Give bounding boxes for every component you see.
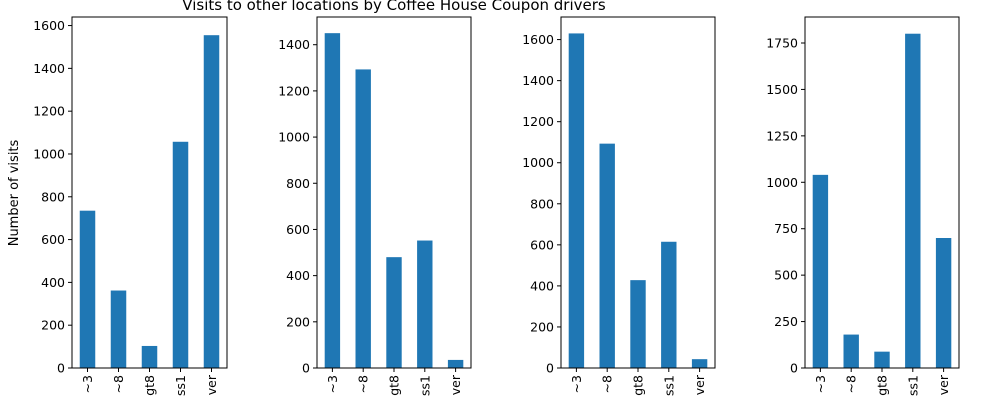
bar-2-2 bbox=[355, 69, 371, 369]
bar-4-5 bbox=[935, 238, 952, 368]
bar-3-5 bbox=[691, 359, 708, 368]
subplot-4: 0 250 500 750 1000 1250 1500 1750 ~3 ~8 gt8 ss1 ver bbox=[766, 16, 960, 396]
x-tick-label-3-1: ~3 bbox=[569, 375, 584, 393]
subplot-3: 0 200 400 600 800 1000 1200 1400 1600 ~3 ~8 gt8 ss1 v… bbox=[522, 16, 716, 396]
y-tick-label-1-2: 200 bbox=[41, 318, 65, 333]
y-tick-label-4-8: 1750 bbox=[766, 36, 798, 51]
y-tick-label-4-3: 500 bbox=[774, 268, 798, 283]
y-tick-label-1-5: 800 bbox=[41, 189, 65, 204]
bar-2-1 bbox=[324, 33, 341, 368]
y-tick-label-1-1: 0 bbox=[57, 361, 65, 376]
y-tick-label-3-9: 1600 bbox=[522, 32, 554, 47]
y-tick-label-1-8: 1400 bbox=[33, 61, 65, 76]
x-tick-label-2-4: ss1 bbox=[417, 375, 432, 396]
x-tick-label-1-2: ~8 bbox=[111, 375, 126, 393]
y-tick-label-3-8: 1400 bbox=[522, 73, 554, 88]
bar-2-3 bbox=[386, 257, 402, 368]
bar-2-5 bbox=[447, 359, 464, 368]
x-tick-label-1-1: ~3 bbox=[80, 375, 95, 393]
y-tick-label-3-3: 400 bbox=[530, 278, 554, 293]
bar-1-5 bbox=[203, 35, 220, 368]
subplot-1: 0 200 400 600 800 1000 1200 1400 1600 ~3 ~8 gt8 ss1 v… bbox=[33, 16, 228, 396]
y-tick-label-2-5: 800 bbox=[286, 176, 310, 191]
x-tick-label-1-4: ss1 bbox=[173, 375, 188, 396]
x-tick-label-2-3: gt8 bbox=[387, 375, 402, 396]
bar-3-2 bbox=[599, 143, 615, 368]
x-tick-label-2-2: ~8 bbox=[356, 375, 371, 393]
y-tick-label-1-3: 400 bbox=[41, 275, 65, 290]
bar-4-4 bbox=[905, 33, 921, 368]
bar-4-1 bbox=[812, 174, 829, 368]
x-tick-label-4-3: gt8 bbox=[875, 375, 890, 396]
x-tick-label-1-3: gt8 bbox=[142, 375, 157, 396]
y-tick-label-3-4: 600 bbox=[530, 237, 554, 252]
bar-1-2 bbox=[110, 290, 127, 368]
y-tick-label-2-6: 1000 bbox=[278, 130, 310, 145]
x-tick-label-4-5: ver bbox=[936, 374, 951, 395]
y-tick-label-3-5: 800 bbox=[530, 196, 554, 211]
bar-4-3 bbox=[874, 351, 890, 368]
y-tick-label-4-5: 1000 bbox=[766, 175, 798, 190]
bar-3-1 bbox=[568, 33, 585, 368]
y-tick-label-4-1: 0 bbox=[790, 361, 798, 376]
y-tick-label-2-1: 0 bbox=[302, 361, 310, 376]
x-tick-label-3-4: ss1 bbox=[661, 375, 676, 396]
y-tick-label-2-2: 200 bbox=[286, 314, 310, 329]
y-tick-label-3-7: 1200 bbox=[522, 114, 554, 129]
y-tick-label-1-4: 600 bbox=[41, 232, 65, 247]
x-tick-label-2-5: ver bbox=[448, 374, 463, 395]
y-tick-label-3-6: 1000 bbox=[522, 155, 554, 170]
y-tick-label-4-7: 1500 bbox=[766, 82, 798, 97]
bar-2-4 bbox=[417, 240, 433, 368]
y-tick-label-1-7: 1200 bbox=[33, 104, 65, 119]
x-tick-label-2-1: ~3 bbox=[325, 375, 340, 393]
x-tick-label-4-4: ss1 bbox=[905, 375, 920, 396]
y-tick-label-4-4: 750 bbox=[774, 221, 798, 236]
subplots: 0 200 400 600 800 1000 1200 1400 1600 ~3 ~8 gt8 ss1 v… bbox=[33, 16, 960, 396]
y-axis-label: Number of visits bbox=[7, 139, 22, 246]
y-tick-label-3-1: 0 bbox=[546, 361, 554, 376]
subplot-2: 0 200 400 600 800 1000 1200 1400 ~3 ~8 gt8 ss1 ver bbox=[278, 16, 472, 396]
bar-3-4 bbox=[661, 241, 677, 368]
x-tick-label-4-2: ~8 bbox=[844, 375, 859, 393]
y-tick-label-1-9: 1600 bbox=[33, 18, 65, 33]
chart-title: Visits to other locations by Coffee Hous… bbox=[182, 0, 606, 14]
y-tick-label-3-2: 200 bbox=[530, 319, 554, 334]
y-tick-label-2-7: 1200 bbox=[278, 83, 310, 98]
y-tick-label-4-2: 250 bbox=[774, 314, 798, 329]
y-tick-label-2-4: 600 bbox=[286, 222, 310, 237]
x-tick-label-1-5: ver bbox=[204, 374, 219, 395]
y-tick-label-2-3: 400 bbox=[286, 268, 310, 283]
x-tick-label-3-2: ~8 bbox=[600, 375, 615, 393]
bar-4-2 bbox=[843, 334, 859, 368]
bar-1-1 bbox=[79, 210, 96, 368]
bar-1-4 bbox=[172, 141, 189, 368]
x-tick-label-3-5: ver bbox=[692, 374, 707, 395]
bar-3-3 bbox=[630, 280, 646, 368]
y-tick-label-4-6: 1250 bbox=[766, 128, 798, 143]
y-tick-label-2-8: 1400 bbox=[278, 37, 310, 52]
bar-1-3 bbox=[141, 345, 158, 368]
x-tick-label-4-1: ~3 bbox=[813, 375, 828, 393]
y-tick-label-1-6: 1000 bbox=[33, 146, 65, 161]
x-tick-label-3-3: gt8 bbox=[631, 375, 646, 396]
